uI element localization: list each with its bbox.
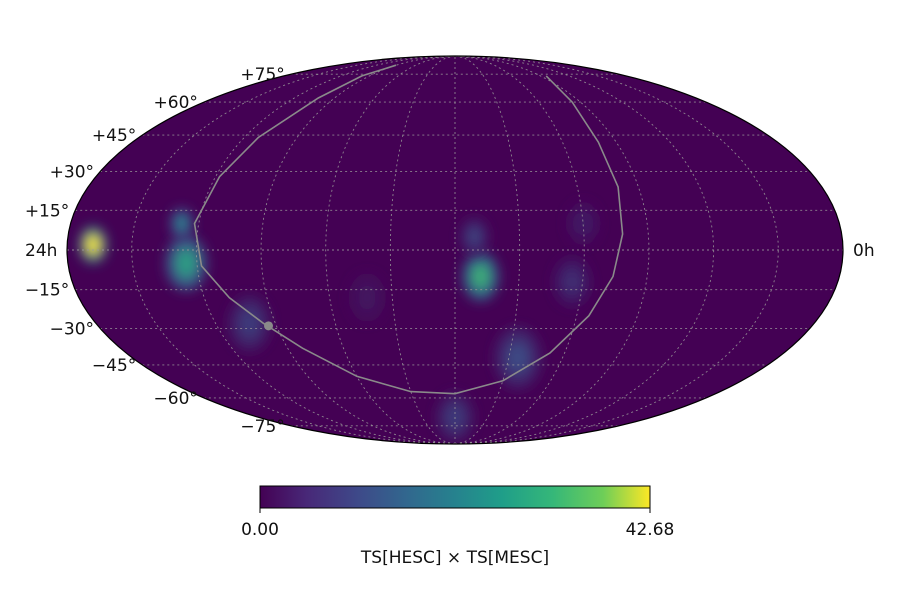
grid-meridian [454, 56, 779, 444]
grid-meridian [260, 56, 456, 444]
colorbar-max-label: 42.68 [626, 520, 675, 540]
hotspot-core [175, 215, 188, 232]
hotspot-core [562, 268, 582, 295]
lat-label: +30° [50, 163, 94, 183]
hotspot-10 [348, 273, 386, 322]
colorbar: 0.00 42.68 TS[HESC] × TS[MESC] [241, 485, 675, 568]
hotspot-2 [170, 208, 194, 239]
lat-label: −45° [92, 356, 136, 376]
colorbar-gradient [259, 485, 651, 509]
map-outline [66, 55, 844, 445]
hotspot-core [86, 234, 100, 255]
colorbar-title: TS[HESC] × TS[MESC] [360, 548, 549, 568]
lat-label: −75° [240, 417, 284, 437]
grid-meridian [454, 56, 715, 444]
grid-meridian [195, 56, 456, 444]
galactic-center-marker [264, 321, 274, 331]
grid-meridian [454, 56, 521, 444]
hotspot-core [575, 212, 592, 235]
galactic-plane-line [193, 64, 624, 395]
hotspot-core [467, 227, 482, 247]
lat-label: +15° [25, 201, 69, 221]
map-background [67, 56, 843, 444]
lat-label: −15° [25, 281, 69, 301]
colorbar-min-label: 0.00 [241, 520, 279, 540]
grid-meridian [325, 56, 456, 444]
grid-meridian [131, 56, 456, 444]
galactic-plane-layer [193, 64, 624, 395]
ra-label-right: 0h [853, 241, 875, 261]
lat-label: +60° [154, 93, 198, 113]
hotspot-layer [79, 202, 600, 442]
hotspot-4 [460, 218, 489, 255]
hotspot-5 [228, 295, 270, 351]
lat-label: +75° [240, 65, 284, 85]
hotspot-core [175, 248, 197, 278]
grid-meridian [389, 56, 456, 444]
hotspot-core [471, 263, 490, 290]
hotspot-3 [462, 252, 499, 301]
grid-meridian [454, 56, 585, 444]
hotspot-1 [165, 235, 207, 291]
hotspot-9 [567, 202, 600, 245]
lat-label: +45° [92, 126, 136, 146]
ra-label-left: 24h [25, 241, 57, 261]
hotspot-core [358, 284, 377, 311]
hotspot-core [506, 341, 530, 374]
hotspot-6 [494, 327, 541, 389]
lat-label: −30° [50, 319, 94, 339]
latitude-labels: +75° +60° +45° +30° +15° −15° −30° −45° −60° −75° [25, 65, 285, 437]
grid-meridian [454, 56, 650, 444]
map-layer [66, 55, 844, 445]
hotspot-0 [79, 226, 107, 263]
lat-label: −60° [154, 389, 198, 409]
hotspot-8 [553, 257, 591, 307]
